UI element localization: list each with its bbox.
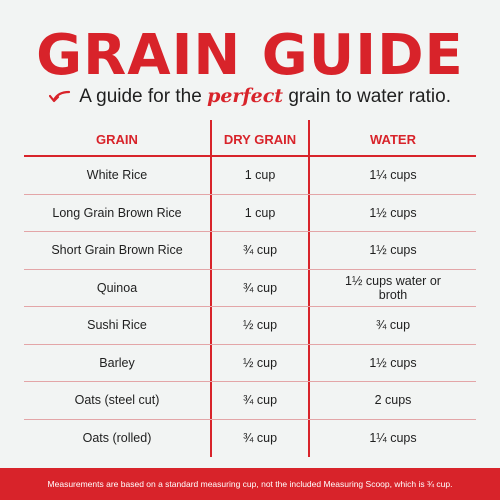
dry-grain-cell: ½ cup <box>210 344 308 381</box>
dry-grain-cell: ¾ cup <box>210 269 308 306</box>
water-cell: 1½ cups <box>308 194 476 231</box>
subtitle-emphasis: perfect <box>207 85 284 107</box>
table-row: Oats (steel cut) ¾ cup 2 cups <box>24 382 476 420</box>
dry-grain-cell: 1 cup <box>210 194 308 231</box>
page-title: GRAIN GUIDE <box>36 23 464 88</box>
table-row: Barley ½ cup 1½ cups <box>24 344 476 382</box>
water-cell-text: 1½ cups water or broth <box>345 273 441 302</box>
table-row: Short Grain Brown Rice ¾ cup 1½ cups <box>24 232 476 270</box>
dry-grain-cell: ¾ cup <box>210 419 308 457</box>
header-water: WATER <box>308 120 476 155</box>
grain-cell: Long Grain Brown Rice <box>52 205 182 220</box>
dry-grain-cell: 1 cup <box>210 157 308 194</box>
dry-grain-cell: ¾ cup <box>210 232 308 269</box>
footer-note: Measurements are based on a standard mea… <box>0 468 500 500</box>
water-cell: 1¼ cups <box>308 419 476 457</box>
subtitle-before: A guide for the <box>79 86 208 107</box>
grain-cell: Oats (rolled) <box>82 431 152 446</box>
table-row: White Rice 1 cup 1¼ cups <box>24 157 476 195</box>
water-cell: 2 cups <box>308 382 476 419</box>
grain-cell: Quinoa <box>96 280 138 295</box>
water-cell: 1¼ cups <box>308 157 476 194</box>
grain-cell: Barley <box>99 355 135 370</box>
grain-cell: Short Grain Brown Rice <box>51 243 183 258</box>
subtitle-after: grain to water ratio. <box>283 86 451 107</box>
water-cell: 1½ cups water or broth <box>308 269 476 306</box>
grain-table: GRAIN DRY GRAIN WATER White Rice 1 cup 1… <box>24 120 476 457</box>
table-row: Long Grain Brown Rice 1 cup 1½ cups <box>24 194 476 232</box>
header-dry-grain: DRY GRAIN <box>210 120 308 155</box>
curved-arrow-icon <box>48 86 79 107</box>
water-cell: ¾ cup <box>308 307 476 344</box>
table-header-row: GRAIN DRY GRAIN WATER <box>24 120 476 157</box>
table-row: Oats (rolled) ¾ cup 1¼ cups <box>24 419 476 457</box>
grain-cell: Oats (steel cut) <box>74 393 160 408</box>
table-row: Sushi Rice ½ cup ¾ cup <box>24 307 476 345</box>
header-grain: GRAIN <box>96 132 138 147</box>
grain-cell: Sushi Rice <box>87 318 147 333</box>
water-cell: 1½ cups <box>308 344 476 381</box>
water-cell: 1½ cups <box>308 232 476 269</box>
grain-cell: White Rice <box>86 168 148 183</box>
table-row: Quinoa ¾ cup 1½ cups water or broth <box>24 269 476 307</box>
subtitle: A guide for the perfect grain to water r… <box>0 85 500 108</box>
dry-grain-cell: ¾ cup <box>210 382 308 419</box>
dry-grain-cell: ½ cup <box>210 307 308 344</box>
